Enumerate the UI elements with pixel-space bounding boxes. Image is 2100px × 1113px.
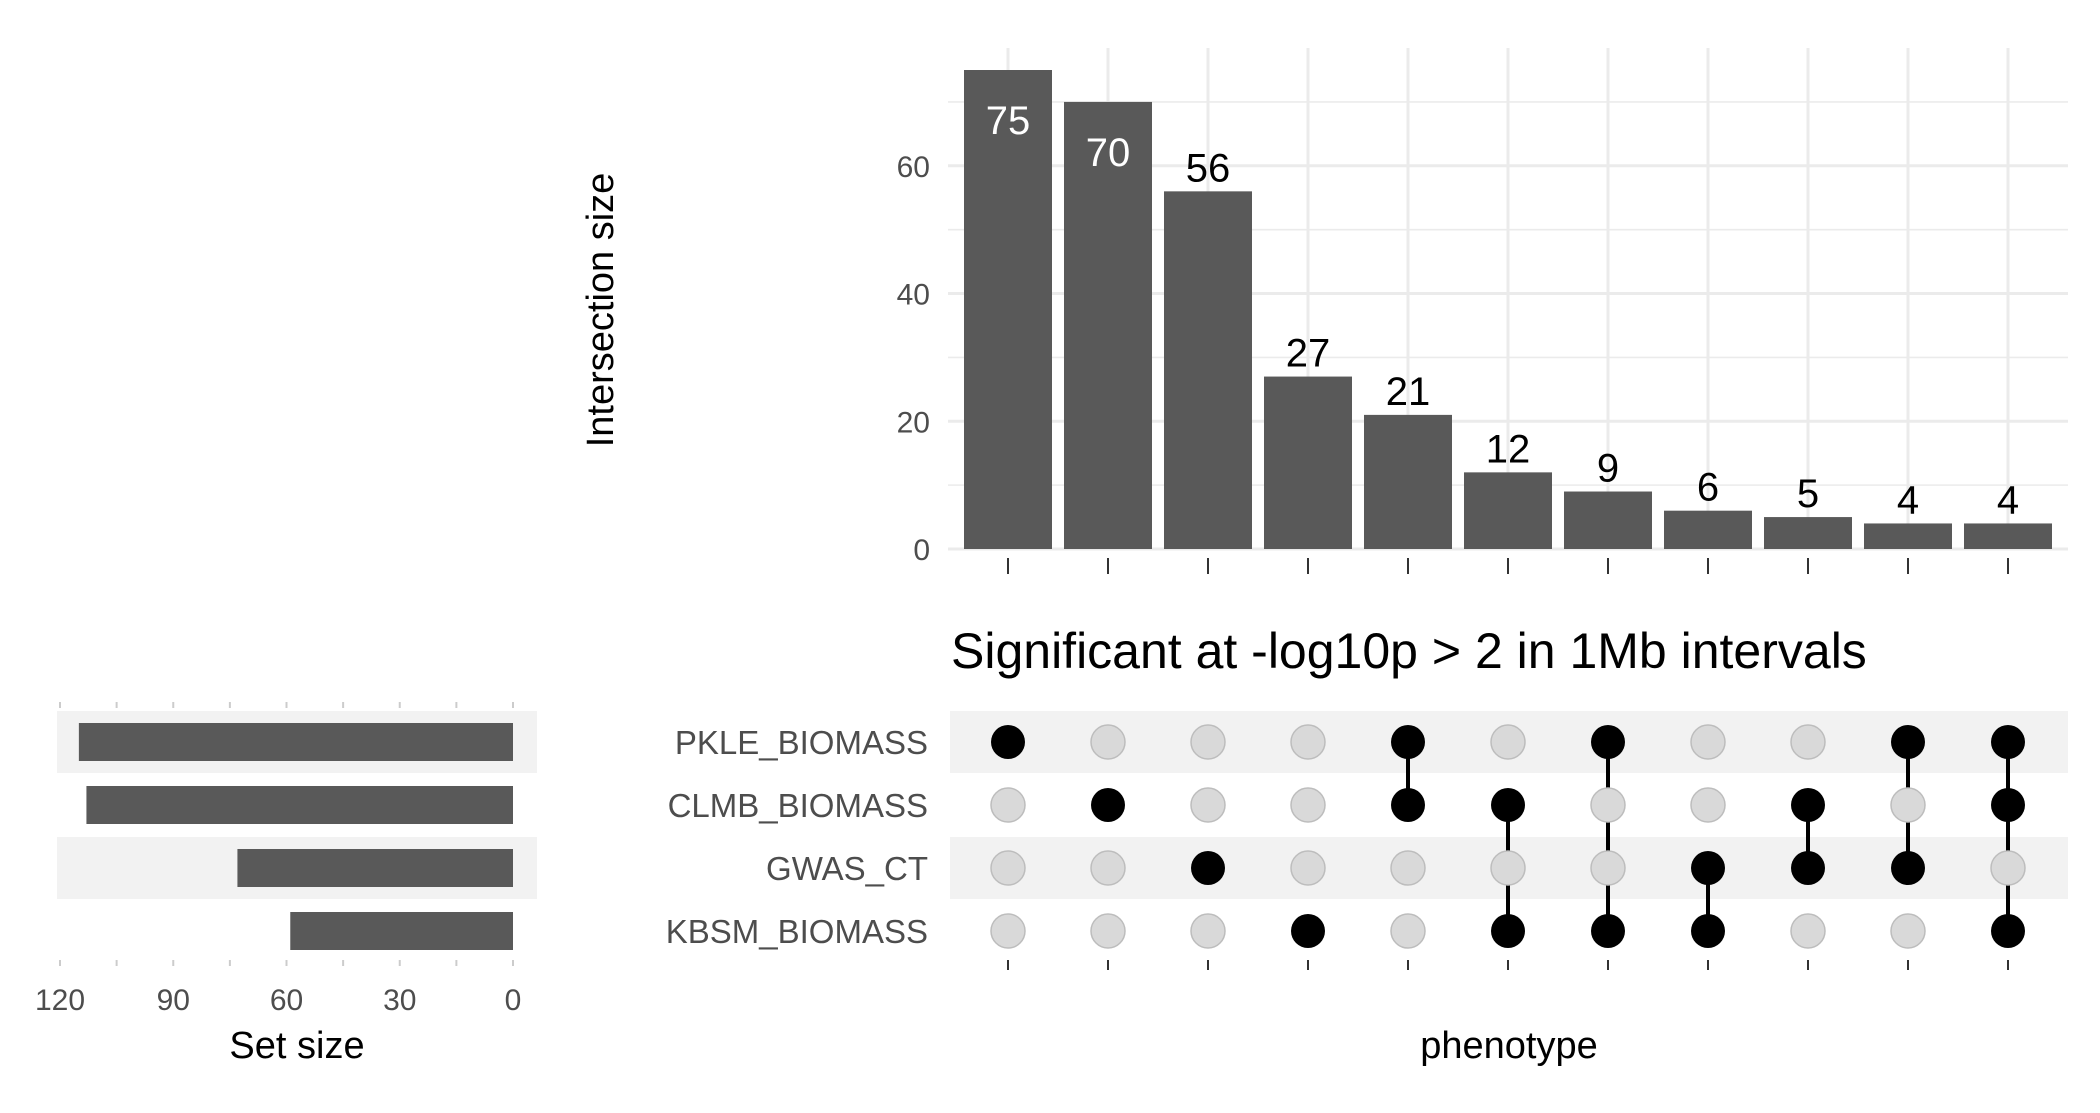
set-label: CLMB_BIOMASS [668, 787, 928, 824]
membership-dot-inactive [1490, 724, 1526, 760]
set-label: GWAS_CT [766, 850, 928, 887]
membership-dot-inactive [1990, 850, 2026, 886]
membership-dot-inactive [1890, 913, 1926, 949]
membership-dot-active [1891, 725, 1925, 759]
y-tick-label: 60 [897, 151, 930, 184]
intersection-bars [964, 70, 2052, 549]
membership-dot-inactive [1290, 787, 1326, 823]
set-size-bar [290, 912, 513, 950]
intersection-bar [1864, 523, 1952, 549]
intersection-bar [1064, 101, 1152, 549]
membership-dot-inactive [1790, 913, 1826, 949]
set-size-tick-label: 90 [157, 984, 190, 1017]
bar-value-label: 4 [1997, 478, 2019, 522]
bar-value-label: 4 [1897, 478, 1919, 522]
set-size-tick-label: 30 [383, 984, 416, 1017]
membership-dot-inactive [990, 850, 1026, 886]
set-size-bar [237, 849, 514, 887]
membership-dot-active [1491, 788, 1525, 822]
set-size-tick-label: 0 [505, 984, 522, 1017]
membership-dot-inactive [1690, 787, 1726, 823]
intersection-bar [1664, 510, 1752, 549]
bar-value-label: 70 [1086, 131, 1131, 175]
bar-value-label: 9 [1597, 447, 1619, 491]
y-axis-title: Intersection size [580, 173, 622, 448]
membership-dot-inactive [1190, 787, 1226, 823]
membership-dot-active [1991, 788, 2025, 822]
membership-dot-inactive [1090, 913, 1126, 949]
membership-dot-inactive [1790, 724, 1826, 760]
membership-dot-active [1991, 914, 2025, 948]
set-label: KBSM_BIOMASS [666, 913, 928, 950]
set-size-tick-label: 120 [35, 984, 85, 1017]
y-tick-label: 40 [897, 279, 930, 312]
bar-value-label: 75 [986, 99, 1031, 143]
tick-labels: 0 20 40 60 75 70 56 27 21 12 9 6 5 4 4 PKLE_BIOMASS CLMB… [35, 99, 2019, 1017]
membership-dot-active [1091, 788, 1125, 822]
membership-dot-inactive [1590, 850, 1626, 886]
bar-value-label: 6 [1697, 466, 1719, 510]
membership-dot-inactive [1590, 787, 1626, 823]
intersection-bar [964, 70, 1052, 549]
membership-matrix [57, 711, 2068, 949]
bar-value-label: 27 [1286, 332, 1331, 376]
membership-dot-inactive [1090, 724, 1126, 760]
membership-dot-inactive [1390, 850, 1426, 886]
membership-dot-active [1491, 914, 1525, 948]
membership-dot-active [1291, 914, 1325, 948]
bar-value-label: 12 [1486, 427, 1531, 471]
intersection-bar [1964, 523, 2052, 549]
chart-title: Significant at -log10p > 2 in 1Mb interv… [951, 623, 1867, 679]
membership-dot-active [1791, 788, 1825, 822]
set-size-bar [78, 723, 513, 761]
membership-dot-active [1691, 914, 1725, 948]
membership-dot-active [991, 725, 1025, 759]
y-tick-label: 20 [897, 406, 930, 439]
intersection-bar [1764, 517, 1852, 549]
membership-dot-active [1791, 851, 1825, 885]
set-label: PKLE_BIOMASS [675, 724, 928, 761]
membership-dot-inactive [1490, 850, 1526, 886]
membership-dot-active [1991, 725, 2025, 759]
membership-dot-active [1591, 725, 1625, 759]
membership-dot-inactive [1190, 724, 1226, 760]
membership-dot-active [1391, 725, 1425, 759]
membership-dot-inactive [1690, 724, 1726, 760]
membership-dot-active [1191, 851, 1225, 885]
intersection-bar [1264, 376, 1352, 549]
membership-dot-active [1591, 914, 1625, 948]
intersection-bar [1464, 472, 1552, 549]
membership-dot-active [1691, 851, 1725, 885]
membership-dot-inactive [1890, 787, 1926, 823]
set-size-axis-title: Set size [229, 1025, 364, 1067]
set-size-bars [59, 702, 514, 966]
bar-value-label: 56 [1186, 146, 1231, 190]
y-tick-label: 0 [913, 534, 930, 567]
membership-dot-inactive [990, 913, 1026, 949]
set-size-tick-label: 60 [270, 984, 303, 1017]
membership-dot-inactive [1090, 850, 1126, 886]
membership-dot-active [1891, 851, 1925, 885]
intersection-bar [1364, 414, 1452, 549]
membership-dot-inactive [1290, 724, 1326, 760]
set-size-bar [86, 786, 514, 824]
intersection-bar [1164, 191, 1252, 549]
membership-dot-inactive [1390, 913, 1426, 949]
bar-value-label: 21 [1386, 370, 1431, 414]
x-axis-title: phenotype [1420, 1025, 1598, 1067]
membership-dot-inactive [1190, 913, 1226, 949]
intersection-bar [1564, 491, 1652, 549]
membership-dot-inactive [1290, 850, 1326, 886]
bar-value-label: 5 [1797, 472, 1819, 516]
membership-dot-inactive [990, 787, 1026, 823]
membership-dot-active [1391, 788, 1425, 822]
